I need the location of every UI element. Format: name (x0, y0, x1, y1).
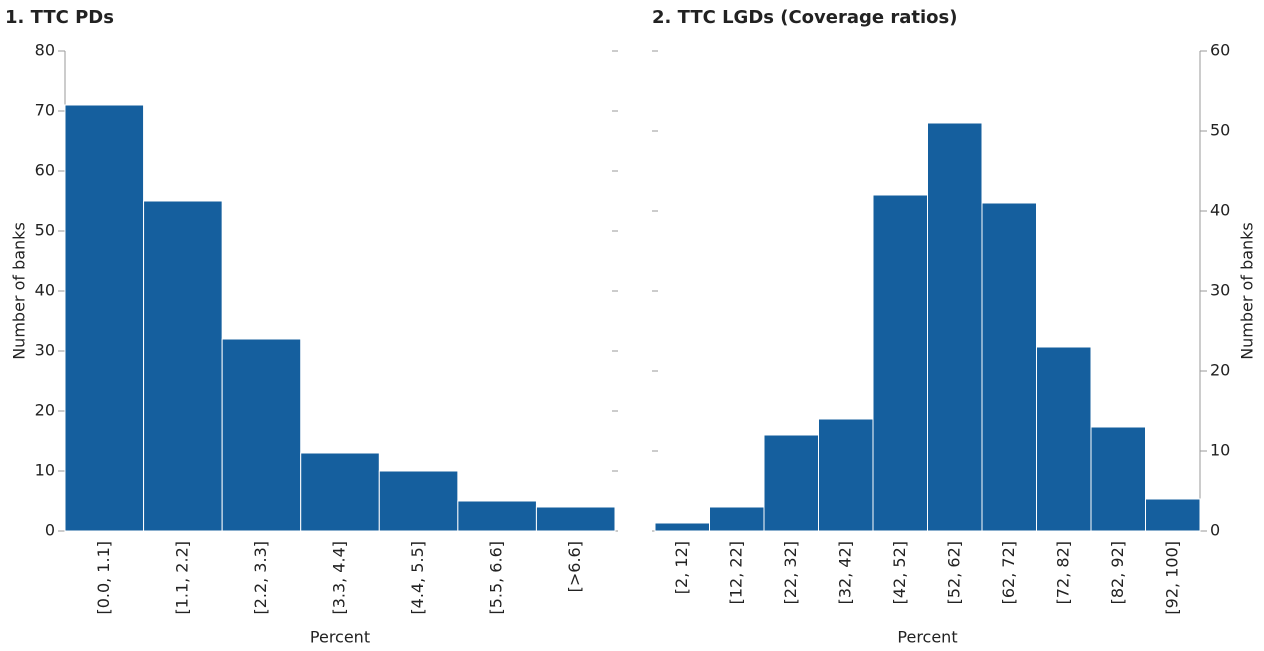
y-tick-label: 30 (35, 341, 55, 360)
bar (457, 500, 537, 532)
x-tick-label: [2, 12] (672, 541, 691, 594)
bar (927, 122, 983, 532)
y-tick-label: 40 (1210, 201, 1230, 220)
bar (378, 470, 459, 532)
x-tick-label: [52, 62] (944, 541, 963, 604)
bar (709, 506, 765, 532)
x-tick-label: [22, 32] (781, 541, 800, 604)
x-tick-label: [82, 92] (1108, 541, 1127, 604)
y-tick-label: 30 (1210, 281, 1230, 300)
bar (1090, 426, 1146, 532)
x-tick-label: [5.5, 6.6] (487, 541, 506, 615)
y-tick-label: 10 (1210, 441, 1230, 460)
y-tick-label: 50 (35, 221, 55, 240)
x-tick-label: [62, 72] (999, 541, 1018, 604)
x-tick-label: [0.0, 1.1] (94, 541, 113, 615)
x-axis-label: Percent (310, 628, 370, 647)
y-tick-label: 40 (35, 281, 55, 300)
bar (143, 200, 223, 532)
x-tick-label: [3.3, 4.4] (330, 541, 349, 615)
y-tick-label: 50 (1210, 121, 1230, 140)
x-tick-label: [4.4, 5.5] (408, 541, 427, 615)
chart-title: 2. TTC LGDs (Coverage ratios) (652, 7, 957, 28)
x-tick-label: [>6.6] (565, 541, 584, 592)
x-tick-label: [72, 82] (1053, 541, 1072, 604)
x-tick-label: [92, 100] (1162, 541, 1181, 615)
bar (654, 522, 710, 532)
x-tick-label: [32, 42] (835, 541, 854, 604)
bar (981, 202, 1037, 532)
bar (64, 104, 145, 532)
x-tick-label: [2.2, 3.3] (251, 541, 270, 615)
y-tick-label: 20 (35, 401, 55, 420)
x-tick-label: [42, 52] (890, 541, 909, 604)
bar (535, 506, 616, 532)
y-tick-label: 20 (1210, 361, 1230, 380)
bar (763, 434, 819, 532)
y-tick-label: 80 (35, 41, 55, 60)
y-tick-label: 0 (1210, 521, 1220, 540)
bar (818, 418, 874, 532)
bar (300, 452, 380, 532)
y-tick-label: 60 (1210, 41, 1230, 60)
y-axis-label: Number of banks (10, 222, 29, 360)
y-tick-label: 0 (45, 521, 55, 540)
y-tick-label: 70 (35, 101, 55, 120)
x-axis-label: Percent (897, 628, 957, 647)
x-tick-label: [1.1, 2.2] (172, 541, 191, 615)
bar (1145, 498, 1201, 532)
y-tick-label: 60 (35, 161, 55, 180)
x-tick-label: [12, 22] (726, 541, 745, 604)
bar (872, 194, 928, 532)
bar (1036, 346, 1092, 532)
y-axis-label: Number of banks (1238, 222, 1257, 360)
chart-title: 1. TTC PDs (5, 7, 114, 28)
bar (221, 338, 302, 532)
y-tick-label: 10 (35, 461, 55, 480)
